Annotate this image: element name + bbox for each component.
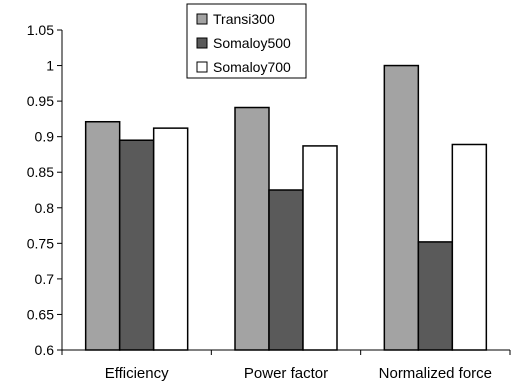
bar-somaloy700-power-factor [302,145,338,351]
y-tick-label: 0.7 [35,271,55,287]
y-tick-label: 0.85 [27,164,54,180]
y-tick-label: 0.65 [27,306,54,322]
legend-label: Transi300 [213,11,275,27]
y-tick-label: 0.6 [35,342,55,358]
y-tick-label: 1 [46,58,54,74]
bar-somaloy500-efficiency [118,139,155,351]
legend-swatch [196,37,208,49]
y-tick-label: 0.75 [27,235,54,251]
bar-transi300-power-factor [234,106,270,351]
y-tick-label: 0.8 [35,200,55,216]
legend: Transi300 Somaloy500 Somaloy700 [186,3,307,79]
legend-swatch [196,13,208,25]
y-tick-label: 1.05 [27,22,54,38]
x-axis: Efficiency Power factor Normalized force [61,349,511,382]
bar-somaloy700-efficiency [152,127,189,351]
x-category-label: Efficiency [105,365,169,382]
bar-transi300-normalized-force [383,64,420,351]
legend-swatch [196,61,208,73]
bar-somaloy500-normalized-force [417,241,454,351]
y-axis: 0.6 0.65 0.7 0.75 0.8 0.85 0.9 0.95 1 1.05 [27,22,63,358]
bar-transi300-efficiency [84,120,121,351]
x-category-label: Power factor [244,365,328,382]
y-tick-label: 0.9 [35,129,55,145]
bar-somaloy700-normalized-force [451,143,488,351]
x-category-label: Normalized force [379,365,492,382]
legend-label: Somaloy500 [213,35,291,51]
bar-somaloy500-power-factor [268,189,304,351]
legend-label: Somaloy700 [213,59,291,75]
y-tick-label: 0.95 [27,93,54,109]
bars [84,64,488,351]
